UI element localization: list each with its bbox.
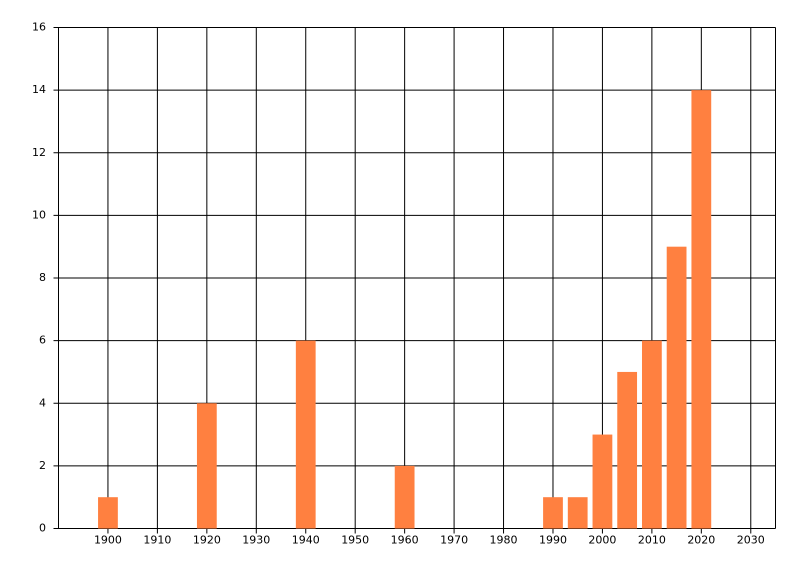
y-tick-label: 16 xyxy=(32,21,46,34)
bar xyxy=(666,246,687,529)
bar xyxy=(592,434,613,529)
y-tick-label: 12 xyxy=(32,146,46,159)
x-tick-label: 1930 xyxy=(242,534,270,547)
y-tick-label: 0 xyxy=(39,522,46,535)
x-tick-label: 1960 xyxy=(391,534,419,547)
y-tick-label: 2 xyxy=(39,459,46,472)
x-tick-label: 1950 xyxy=(341,534,369,547)
x-tick-label: 1980 xyxy=(490,534,518,547)
y-tick-label: 14 xyxy=(32,83,46,96)
x-tick-label: 2020 xyxy=(687,534,715,547)
bar xyxy=(567,497,588,529)
x-tick-label: 2010 xyxy=(638,534,666,547)
bar xyxy=(98,497,118,529)
x-tick-label: 1990 xyxy=(539,534,567,547)
x-tick-label: 1910 xyxy=(143,534,171,547)
bar xyxy=(641,340,662,529)
y-tick-label: 10 xyxy=(32,208,46,221)
x-tick-label: 1940 xyxy=(292,534,320,547)
x-tick-label: 2000 xyxy=(588,534,616,547)
bar xyxy=(295,340,316,529)
bar xyxy=(543,497,563,529)
bar xyxy=(691,90,712,529)
bar xyxy=(617,371,638,529)
x-tick-label: 2030 xyxy=(737,534,765,547)
bar xyxy=(394,465,415,529)
x-tick-label: 1970 xyxy=(440,534,468,547)
y-tick-label: 6 xyxy=(39,334,46,347)
y-tick-label: 4 xyxy=(39,396,46,409)
x-tick-label: 1920 xyxy=(193,534,221,547)
x-tick-label: 1900 xyxy=(94,534,122,547)
bar xyxy=(196,403,217,529)
y-tick-label: 8 xyxy=(39,271,46,284)
